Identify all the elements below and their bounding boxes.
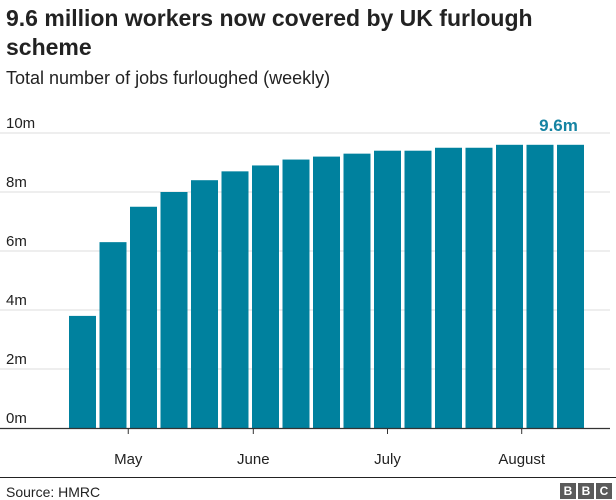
y-tick-label: 8m	[6, 174, 27, 191]
bars	[69, 144, 584, 429]
bar	[465, 147, 493, 428]
bar	[313, 156, 340, 428]
logo-letter-b1: B	[560, 483, 576, 499]
x-tick-label: June	[237, 451, 270, 468]
bar	[282, 159, 310, 429]
logo-letter-c: C	[596, 483, 612, 499]
bar	[160, 192, 188, 428]
bar	[374, 150, 401, 428]
source-note: Source: HMRC	[6, 484, 101, 500]
bar	[191, 180, 218, 428]
bar	[99, 242, 127, 428]
y-tick-label: 4m	[6, 292, 27, 309]
bbc-logo: B B C	[560, 483, 612, 499]
chart-subtitle: Total number of jobs furloughed (weekly)	[6, 68, 331, 88]
footer-divider	[0, 477, 616, 478]
bar	[252, 165, 279, 428]
chart-title: 9.6 million workers now covered by UK fu…	[6, 5, 533, 60]
y-tick-label: 2m	[6, 351, 27, 368]
annotations: 9.6m	[539, 116, 578, 135]
bar	[496, 144, 523, 429]
bar	[69, 315, 96, 428]
bar	[221, 171, 249, 428]
x-tick-label: August	[498, 451, 546, 468]
x-axis-tick-labels: May June July August	[114, 428, 546, 468]
bar	[130, 206, 157, 428]
y-tick-label: 0m	[6, 410, 27, 427]
bar	[526, 144, 554, 429]
x-tick-label: July	[374, 451, 401, 468]
y-tick-label: 6m	[6, 233, 27, 250]
bar	[404, 150, 432, 428]
bar	[435, 147, 462, 428]
y-tick-label: 10m	[6, 115, 35, 132]
logo-letter-b2: B	[578, 483, 594, 499]
bar-chart: 0m 2m 4m 6m 8m 10m May June July August 9.6m	[0, 115, 610, 468]
bar	[557, 144, 584, 429]
bar	[343, 153, 371, 428]
x-tick-label: May	[114, 451, 143, 468]
y-axis-tick-labels: 0m 2m 4m 6m 8m 10m	[6, 115, 35, 427]
value-annotation: 9.6m	[539, 116, 578, 135]
